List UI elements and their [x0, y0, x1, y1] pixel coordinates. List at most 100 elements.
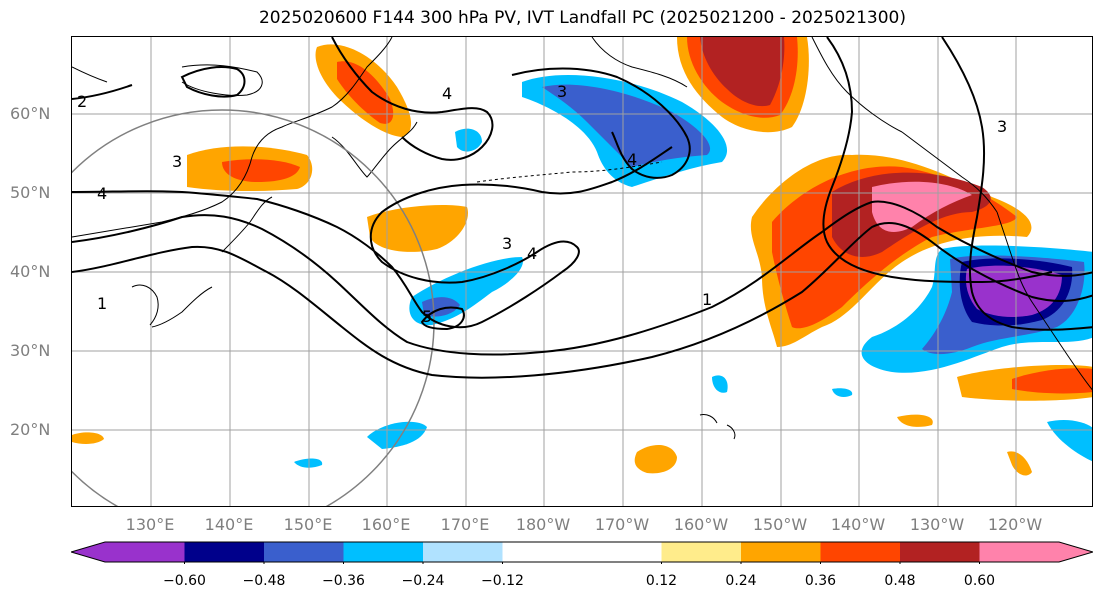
- contour-label: 4: [97, 184, 107, 203]
- colorbar-swatch: [820, 542, 901, 562]
- shade-region-cold-central-inner: [422, 297, 460, 317]
- shade-region-cold-south2: [294, 458, 323, 468]
- lat-label-50n: 50°N: [10, 183, 51, 202]
- contour-label: 4: [527, 244, 537, 263]
- colorbar-tick-label: 0.60: [963, 573, 996, 589]
- colorbar-tick-label: 0.48: [884, 573, 916, 589]
- contour-label: 4: [442, 84, 452, 103]
- graticule: [72, 37, 1092, 506]
- colorbar-tick-label: −0.36: [322, 573, 365, 589]
- lon-label-140e: 140°E: [204, 515, 254, 534]
- shade-region-cold-small: [712, 375, 728, 393]
- contour-7: [420, 306, 465, 331]
- colorbar-tick-label: −0.12: [481, 573, 524, 589]
- colorbar-swatch: [900, 542, 980, 562]
- contour-label: 5: [422, 307, 432, 326]
- colorbar-swatch: [264, 542, 344, 562]
- coastline-japan: [151, 196, 273, 328]
- coastline-kamchatka: [331, 121, 418, 178]
- lat-label-20n: 20°N: [10, 420, 51, 439]
- lon-label-130e: 130°E: [125, 515, 175, 534]
- colorbar-extend-max: [1059, 542, 1093, 562]
- colorbar-swatch: [502, 542, 583, 562]
- contour-label: 3: [502, 234, 512, 253]
- colorbar-swatch: [582, 542, 662, 562]
- coastline-asia: [72, 37, 393, 238]
- shade-region-warm-north-core: [700, 37, 785, 107]
- coastline-hawaii: [699, 414, 736, 440]
- contour-8: [822, 37, 1053, 284]
- colorbar-tick-label: −0.24: [401, 573, 445, 589]
- shading-layer: [72, 37, 1092, 476]
- contour-label: 3: [172, 152, 182, 171]
- coastline-aleutians: [476, 161, 663, 183]
- lon-label-120w: 120°W: [987, 515, 1043, 534]
- contour-4: [72, 66, 246, 100]
- colorbar-tick-label: 0.24: [725, 573, 757, 589]
- contour-5: [331, 37, 494, 161]
- contour-label: 4: [627, 150, 637, 169]
- colorbar-swatch: [661, 542, 742, 562]
- lat-label-30n: 30°N: [10, 341, 51, 360]
- contour-9: [941, 37, 1092, 331]
- lon-label-170w: 170°W: [594, 515, 650, 534]
- contour-1: [72, 222, 1092, 379]
- contour-label: 2: [77, 92, 87, 111]
- coastline-northamerica-west: [996, 211, 1092, 391]
- lon-label-160e: 160°E: [361, 515, 411, 534]
- contour-label-group: 2 4 3 4 3 4 1 5 1 3 3 4: [77, 82, 1007, 326]
- coastline-korea: [131, 284, 159, 326]
- shade-region-warm-small1: [897, 414, 933, 427]
- coastline-alaska-panhandle: [901, 131, 998, 213]
- contour-3: [72, 146, 673, 329]
- contour-label: 1: [702, 290, 712, 309]
- shade-region-cold-small2: [832, 388, 853, 397]
- shade-region-warm-okhotsk-inner: [222, 159, 300, 182]
- contour-2: [72, 200, 1092, 356]
- colorbar-tick-label: 0.12: [645, 573, 678, 589]
- contour-label: 1: [97, 294, 107, 313]
- colorbar-tick-label: −0.48: [242, 573, 286, 589]
- colorbar-swatch: [184, 542, 265, 562]
- coastlines: [72, 37, 1092, 440]
- shade-region-cold-south3: [1047, 420, 1092, 462]
- colorbar: [69, 540, 1095, 565]
- shade-region-warm-subtropic-inner: [1012, 368, 1092, 394]
- shade-region-warm-small3: [72, 432, 104, 444]
- map-panel: 2 4 3 4 3 4 1 5 1 3 3 4: [71, 36, 1093, 507]
- lat-label-60n: 60°N: [10, 104, 51, 123]
- shade-region-warm-kamchatka-inner: [337, 61, 394, 124]
- pv-contours: [72, 37, 1092, 379]
- shade-region-cold-aleutian-inner: [542, 84, 711, 167]
- shade-region-cold-kuril: [455, 128, 482, 152]
- colorbar-swatch: [423, 542, 503, 562]
- coastline-arctic: [72, 64, 263, 96]
- lon-label-130w: 130°W: [909, 515, 965, 534]
- contour-6: [511, 67, 691, 179]
- colorbar-swatch: [343, 542, 424, 562]
- shade-region-warm-hawaii: [634, 445, 677, 474]
- shade-region-warm-small2: [1007, 451, 1032, 476]
- shade-region-warm-midpacific: [367, 205, 468, 252]
- lon-label-170e: 170°E: [440, 515, 490, 534]
- figure-title: 2025020600 F144 300 hPa PV, IVT Landfall…: [258, 8, 906, 28]
- shade-region-cold-south1: [367, 421, 427, 449]
- colorbar-tick-label: 0.36: [804, 573, 837, 589]
- colorbar-tick-label: −0.60: [163, 573, 206, 589]
- colorbar-swatch: [105, 542, 185, 562]
- colorbar-extend-min: [71, 542, 105, 562]
- map-canvas: 2 4 3 4 3 4 1 5 1 3 3 4: [72, 37, 1092, 506]
- lon-label-140w: 140°W: [830, 515, 886, 534]
- colorbar-svg: [69, 541, 1095, 565]
- lat-label-40n: 40°N: [10, 262, 51, 281]
- shade-region-warm-east-peak: [872, 181, 972, 232]
- coastline-alaska: [591, 37, 903, 133]
- lon-label-180w: 180°W: [515, 515, 571, 534]
- lon-label-150e: 150°E: [283, 515, 333, 534]
- colorbar-swatch: [741, 542, 821, 562]
- contour-label: 3: [997, 117, 1007, 136]
- contour-label: 3: [557, 82, 567, 101]
- lon-label-150w: 150°W: [752, 515, 808, 534]
- lon-label-160w: 160°W: [673, 515, 729, 534]
- colorbar-swatch: [979, 542, 1060, 562]
